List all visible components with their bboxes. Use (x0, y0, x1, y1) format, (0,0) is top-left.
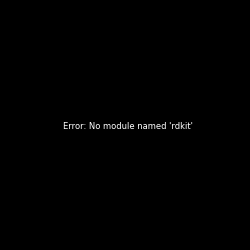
Text: Error: No module named 'rdkit': Error: No module named 'rdkit' (63, 122, 193, 131)
